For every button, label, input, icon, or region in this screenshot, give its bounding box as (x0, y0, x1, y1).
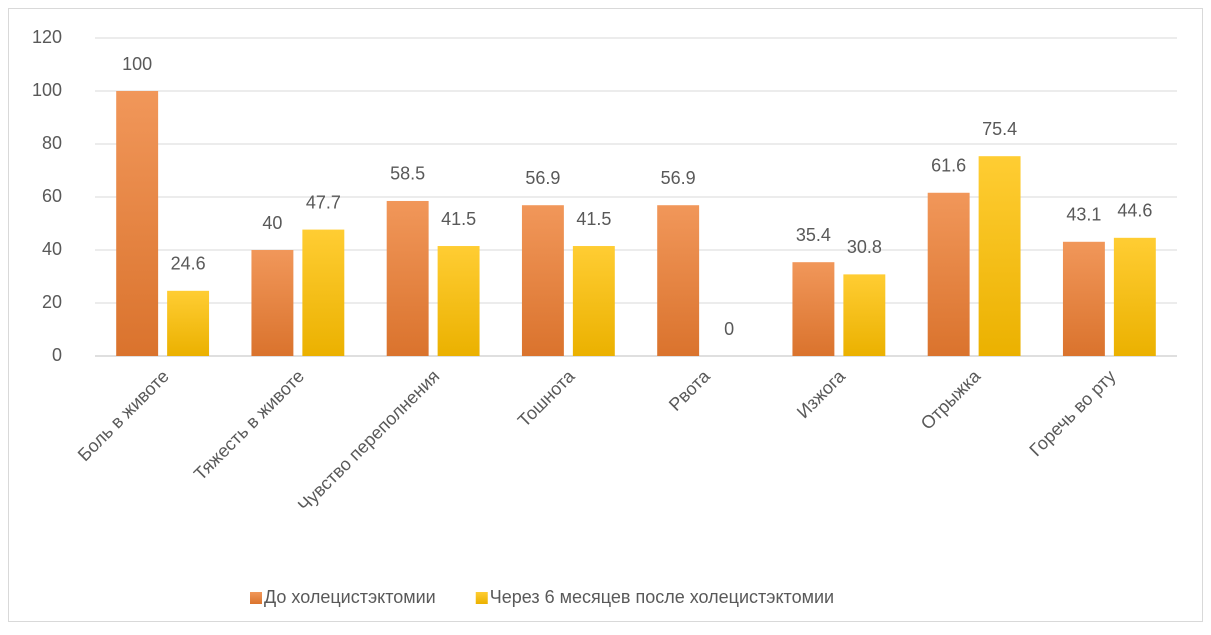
bar (1113, 237, 1156, 356)
bar (386, 200, 429, 356)
bar (792, 262, 835, 356)
bar (251, 250, 294, 356)
y-tick-label: 60 (42, 186, 62, 206)
bar (116, 91, 159, 356)
y-tick-label: 0 (52, 345, 62, 365)
value-label: 61.6 (931, 156, 966, 176)
value-label: 58.5 (390, 164, 425, 184)
y-tick-label: 20 (42, 292, 62, 312)
bar (1062, 241, 1105, 356)
legend-label: Через 6 месяцев после холецистэктомии (490, 587, 834, 607)
bar (521, 205, 564, 356)
bar (167, 290, 210, 356)
bar (437, 246, 480, 356)
value-label: 0 (724, 319, 734, 339)
value-label: 41.5 (576, 209, 611, 229)
y-tick-label: 120 (32, 27, 62, 47)
y-tick-label: 80 (42, 133, 62, 153)
value-label: 56.9 (525, 168, 560, 188)
value-label: 35.4 (796, 225, 831, 245)
y-tick-label: 40 (42, 239, 62, 259)
value-label: 56.9 (661, 168, 696, 188)
bar (927, 192, 970, 356)
bar (657, 205, 700, 356)
y-tick-label: 100 (32, 80, 62, 100)
value-label: 30.8 (847, 237, 882, 257)
bar (843, 274, 886, 356)
legend-swatch (475, 592, 488, 604)
legend-swatch (250, 592, 262, 604)
value-label: 24.6 (171, 254, 206, 274)
value-label: 40 (262, 213, 282, 233)
value-label: 43.1 (1066, 205, 1101, 225)
value-label: 100 (122, 54, 152, 74)
value-label: 75.4 (982, 119, 1017, 139)
legend-label: До холецистэктомии (264, 587, 436, 607)
value-label: 44.6 (1117, 201, 1152, 221)
bar (978, 156, 1021, 356)
value-label: 47.7 (306, 192, 341, 212)
bar (572, 246, 615, 356)
value-label: 41.5 (441, 209, 476, 229)
bar (302, 229, 345, 356)
